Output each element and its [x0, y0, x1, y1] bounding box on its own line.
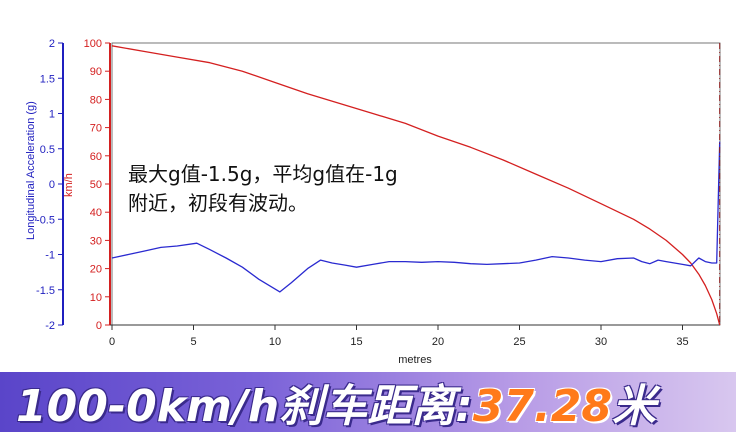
left-tick-label: -1	[45, 250, 55, 262]
annotation-line-2: 附近，初段有波动。	[128, 191, 308, 215]
x-tick-label: 5	[190, 336, 196, 348]
x-tick-label: 30	[595, 336, 607, 348]
right-tick-label: 10	[90, 292, 102, 304]
right-tick-label: 0	[96, 320, 102, 332]
braking-chart: 2 1.5 1 0.5 0 -0.5 -1 -1.5 -2 100 90 80 70 60 50 40 30 2…	[25, 38, 721, 366]
x-tick-label: 15	[350, 336, 362, 348]
right-tick-label: 90	[90, 66, 102, 78]
right-tick-label: 40	[90, 207, 102, 219]
left-tick-label: 0.5	[40, 144, 55, 156]
banner-text: 100-0km/h刹车距离:37.28米	[16, 372, 656, 432]
banner-prefix: 100-0km/h刹车距离:	[16, 381, 473, 432]
x-tick-label: 0	[109, 336, 115, 348]
x-axis-label: metres	[398, 354, 432, 366]
x-tick-label: 25	[513, 336, 525, 348]
right-tick-label: 70	[90, 123, 102, 135]
left-tick-label: 2	[49, 38, 55, 50]
left-tick-label: -0.5	[36, 214, 55, 226]
result-banner: 100-0km/h刹车距离:37.28米	[0, 372, 736, 432]
right-tick-label: 20	[90, 264, 102, 276]
speed-series-line	[111, 45, 721, 326]
x-tick-label: 10	[269, 336, 281, 348]
right-tick-label: 100	[84, 38, 102, 50]
right-tick-label: 80	[90, 94, 102, 106]
acceleration-series-line	[111, 141, 721, 293]
x-tick-label: 35	[676, 336, 688, 348]
left-axis-label: Longitudinal Acceleration (g)	[25, 101, 37, 240]
x-tick-label: 20	[432, 336, 444, 348]
banner-unit: 米	[612, 381, 657, 432]
banner-value: 37.28	[472, 381, 613, 432]
right-tick-label: 30	[90, 235, 102, 247]
annotation-line-1: 最大g值-1.5g，平均g值在-1g	[128, 162, 398, 186]
left-tick-label: 1.5	[40, 73, 55, 85]
right-axis-label: km/h	[63, 173, 75, 197]
left-tick-label: 1	[49, 109, 55, 121]
left-tick-label: 0	[49, 179, 55, 191]
chart-canvas: 21.510.50-0.5-1-1.5-2 100908070605040302…	[25, 38, 721, 366]
right-tick-label: 50	[90, 179, 102, 191]
left-tick-label: -1.5	[36, 285, 55, 297]
right-tick-label: 60	[90, 151, 102, 163]
left-tick-label: -2	[45, 320, 55, 332]
chart-annotation: 最大g值-1.5g，平均g值在-1g 附近，初段有波动。	[128, 160, 508, 218]
